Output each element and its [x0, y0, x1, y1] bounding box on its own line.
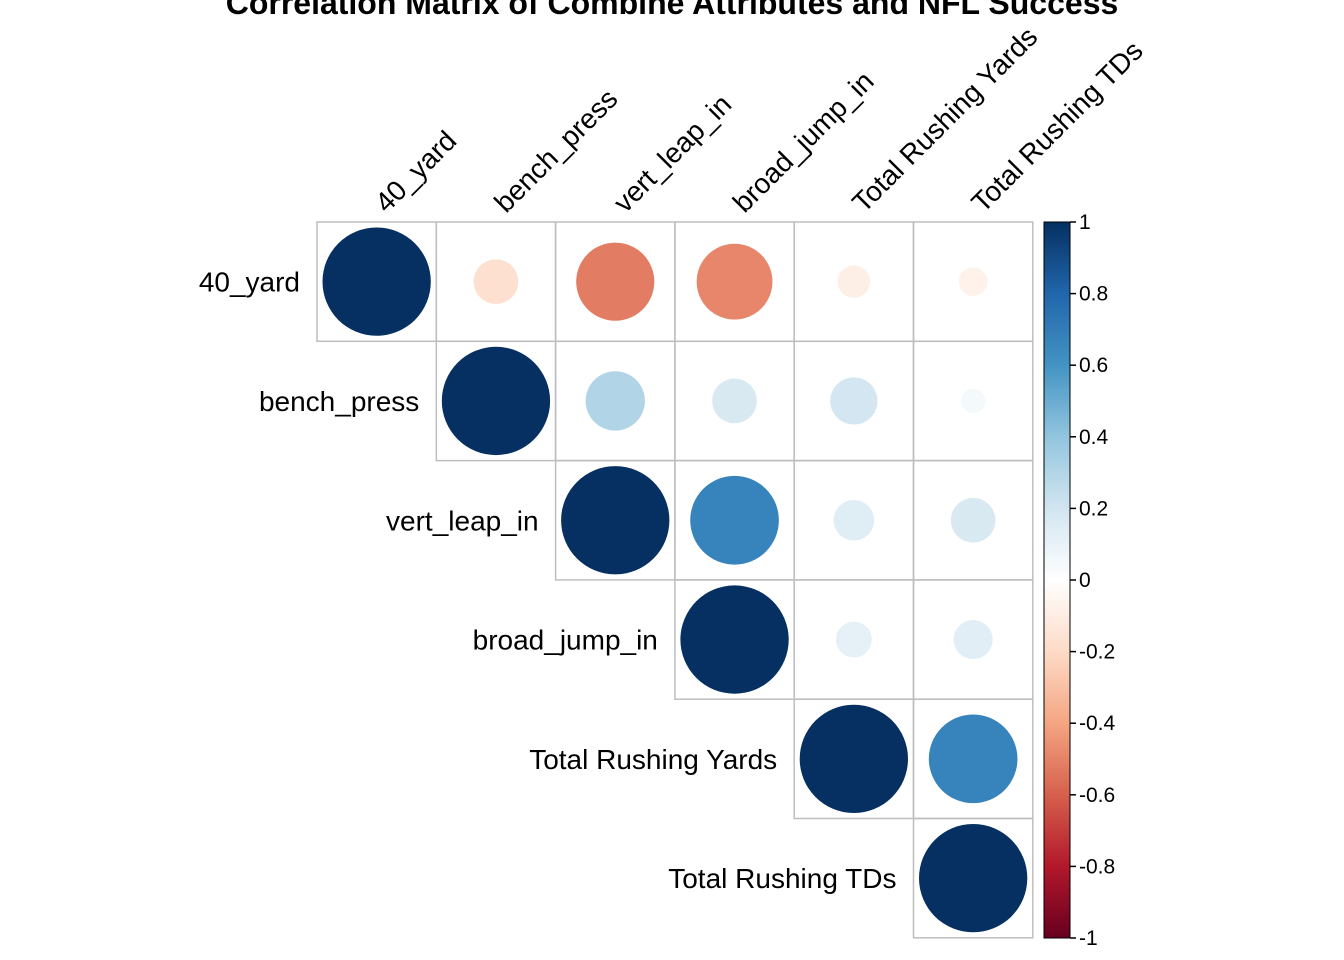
corr-circle-2-4 — [833, 499, 875, 541]
grid-cell — [912, 817, 1034, 939]
column-label: vert_leap_in — [608, 88, 738, 218]
colorbar-tick-label: -1 — [1079, 927, 1098, 950]
matrix-cells — [322, 227, 1028, 933]
corr-circle-2-2 — [561, 466, 670, 575]
corr-circle-0-4 — [837, 265, 871, 298]
corr-circle-1-4 — [830, 377, 878, 425]
corr-circle-4-4 — [799, 704, 908, 813]
colorbar-tick-label: -0.8 — [1079, 855, 1115, 878]
colorbar-tick-label: 1 — [1079, 211, 1091, 234]
color-legend: 1 0.8 0.6 0.4 0.2 0 -0.2 -0.4 -0.6 -0.8 -1 — [1043, 211, 1116, 950]
row-label: 40_yard — [199, 267, 300, 298]
corr-circle-5-5 — [919, 824, 1028, 933]
colorbar-tick-label: 0.2 — [1079, 497, 1108, 520]
corr-circle-0-1 — [473, 259, 519, 304]
corr-circle-1-1 — [441, 346, 551, 456]
colorbar-tick-label: -0.6 — [1079, 784, 1115, 807]
colorbar-gradient — [1043, 221, 1071, 939]
row-label: bench_press — [259, 386, 419, 417]
colorbar-tick-label: -0.4 — [1079, 712, 1116, 735]
corr-circle-0-5 — [958, 267, 988, 296]
row-label: vert_leap_in — [386, 505, 539, 536]
corr-circle-3-4 — [835, 621, 872, 658]
colorbar-tick-label: -0.2 — [1079, 641, 1115, 664]
corr-circle-1-3 — [712, 378, 757, 424]
chart-title: Correlation Matrix of Combine Attributes… — [226, 0, 1119, 21]
matrix-grid — [316, 221, 1034, 939]
column-labels: 40_yard bench_pressvert_leap_inbroad_jump… — [369, 21, 1149, 218]
corr-circle-0-3 — [696, 243, 773, 320]
row-label: Total Rushing Yards — [529, 744, 777, 775]
corr-circle-3-3 — [680, 585, 789, 694]
corr-circle-4-5 — [928, 714, 1018, 804]
column-label: 40_yard — [369, 125, 462, 218]
colorbar-tick-label: 0.6 — [1079, 354, 1108, 377]
corr-circle-2-5 — [950, 497, 996, 543]
corr-circle-1-5 — [961, 388, 986, 414]
row-label: broad_jump_in — [473, 625, 658, 656]
column-label: bench_press — [488, 83, 623, 218]
row-labels: 40_yard bench_press vert_leap_in broad_jump… — [199, 267, 897, 895]
row-label: Total Rushing TDs — [668, 863, 896, 894]
corr-circle-1-2 — [585, 371, 645, 431]
corr-circle-2-3 — [690, 475, 779, 565]
colorbar-tick-label: 0.4 — [1079, 426, 1109, 449]
corr-circle-0-0 — [322, 227, 431, 336]
colorbar-tick-label: 0.8 — [1079, 283, 1108, 306]
colorbar-tick-label: 0 — [1079, 569, 1091, 592]
corr-circle-3-5 — [953, 620, 993, 660]
corr-circle-0-2 — [576, 242, 655, 321]
